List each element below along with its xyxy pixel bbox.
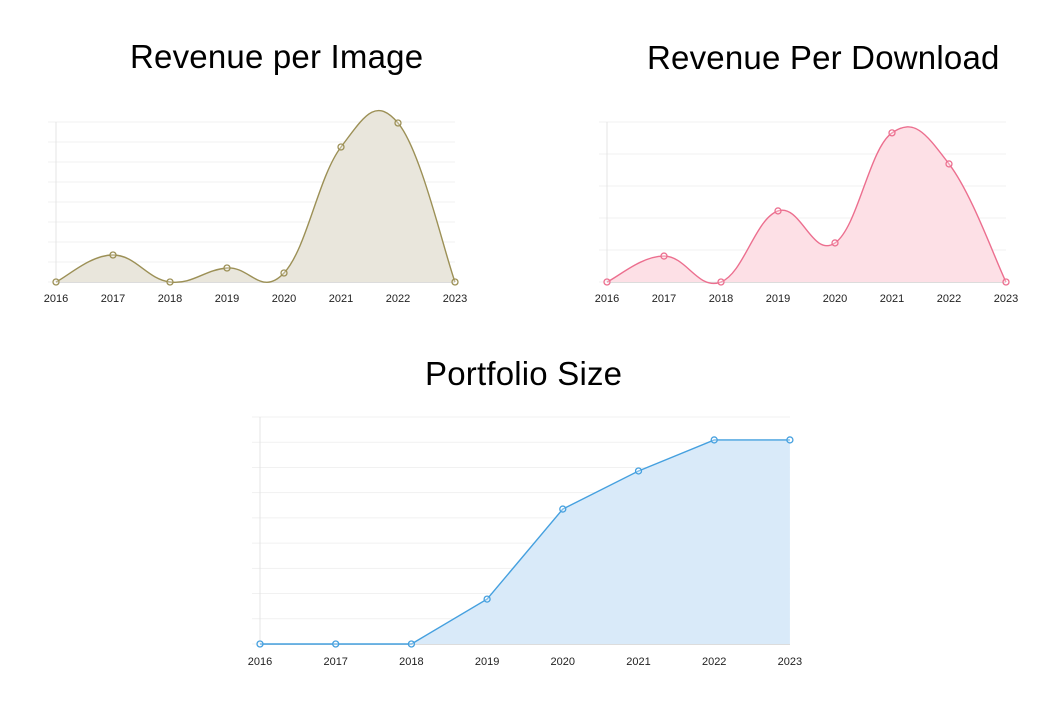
x-tick-label: 2023: [443, 293, 467, 305]
x-tick-label: 2019: [766, 293, 790, 305]
x-tick-label: 2022: [937, 293, 961, 305]
x-tick-label: 2023: [994, 293, 1018, 305]
data-point-marker[interactable]: [337, 143, 345, 151]
x-tick-label: 2018: [158, 293, 182, 305]
revenue-per-download-chart: 2016 2017 2018 2019 2020 2021 2022 2023: [595, 121, 1018, 305]
x-tick-label: 2017: [323, 656, 347, 668]
data-point-marker[interactable]: [332, 640, 340, 648]
data-point-marker[interactable]: [256, 640, 264, 648]
data-point-marker[interactable]: [166, 278, 174, 286]
data-point-marker[interactable]: [52, 278, 60, 286]
area-fill: [607, 126, 1006, 284]
x-tick-label: 2016: [248, 656, 272, 668]
chart-title-revenue-per-image: Revenue per Image: [130, 38, 424, 75]
data-point-marker[interactable]: [888, 129, 896, 137]
data-point-marker[interactable]: [634, 467, 643, 475]
x-tick-label: 2017: [101, 293, 125, 305]
chart-title-revenue-per-download: Revenue Per Download: [647, 39, 1000, 76]
data-point-marker[interactable]: [603, 278, 611, 286]
x-tick-label: 2019: [475, 656, 499, 668]
x-tick-label: 2020: [823, 293, 847, 305]
x-tick-label: 2017: [652, 293, 676, 305]
data-point-marker[interactable]: [451, 278, 459, 286]
x-tick-label: 2021: [626, 656, 650, 668]
series-line: [260, 439, 790, 645]
x-tick-label: 2020: [551, 656, 575, 668]
area-fill: [260, 439, 790, 644]
x-tick-label: 2021: [880, 293, 904, 305]
data-point-marker[interactable]: [1002, 278, 1010, 286]
x-tick-label: 2020: [272, 293, 296, 305]
data-point-marker[interactable]: [774, 207, 782, 215]
data-point-marker[interactable]: [786, 436, 794, 444]
chart-title-portfolio-size: Portfolio Size: [425, 355, 623, 392]
x-tick-label: 2021: [329, 293, 353, 305]
x-tick-label: 2023: [778, 656, 802, 668]
data-point-marker[interactable]: [407, 640, 416, 648]
x-tick-label: 2018: [399, 656, 423, 668]
x-tick-label: 2022: [386, 293, 410, 305]
x-tick-label: 2019: [215, 293, 239, 305]
data-point-marker[interactable]: [223, 264, 231, 272]
data-point-marker[interactable]: [710, 436, 718, 444]
data-point-marker[interactable]: [945, 160, 953, 168]
x-tick-label: 2016: [595, 293, 619, 305]
series-line: [606, 126, 1007, 285]
area-fill: [56, 110, 455, 283]
data-point-marker[interactable]: [831, 239, 839, 247]
x-tick-label: 2018: [709, 293, 733, 305]
data-point-marker[interactable]: [483, 595, 491, 603]
data-point-marker[interactable]: [717, 278, 725, 286]
x-tick-label: 2022: [702, 656, 726, 668]
revenue-per-image-chart: 2016 2017 2018 2019 2020 2021 2022 2023: [44, 109, 467, 305]
data-point-marker[interactable]: [660, 252, 668, 260]
series-line: [55, 109, 456, 283]
data-point-marker[interactable]: [109, 251, 117, 259]
data-point-marker[interactable]: [559, 505, 567, 513]
portfolio-size-chart: 2016 2017 2018 2019 2020 2021 2022 2023: [248, 416, 802, 668]
x-tick-label: 2016: [44, 293, 68, 305]
data-point-marker[interactable]: [394, 119, 402, 127]
data-point-marker[interactable]: [280, 269, 288, 277]
